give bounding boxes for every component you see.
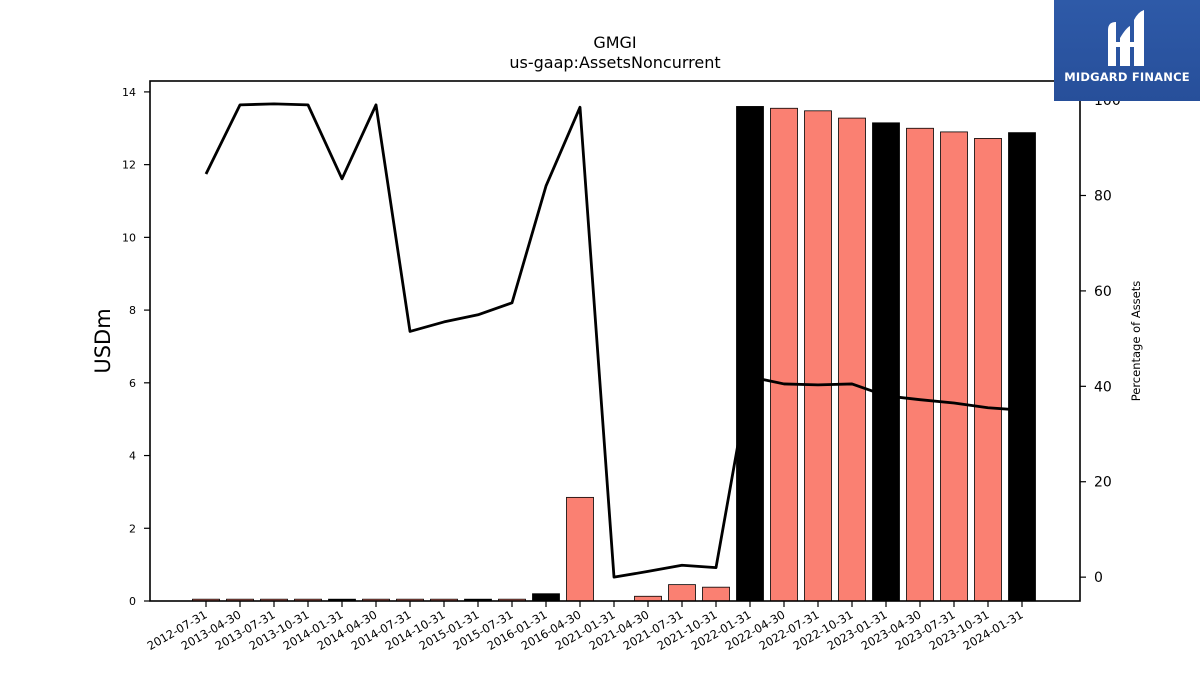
y-tick-label: 4 bbox=[129, 450, 136, 463]
logo-mark-icon bbox=[1108, 10, 1144, 66]
y2-tick-label: 20 bbox=[1094, 475, 1112, 491]
y2-axis-label: Percentage of Assets bbox=[1129, 281, 1143, 402]
percentage-line bbox=[204, 102, 1023, 579]
bar bbox=[668, 584, 696, 602]
bar bbox=[940, 131, 968, 602]
bar bbox=[1008, 132, 1036, 602]
bar bbox=[566, 496, 594, 602]
y2-tick-label: 60 bbox=[1094, 284, 1112, 300]
bar bbox=[702, 586, 730, 602]
chart-title: GMGI bbox=[593, 33, 636, 52]
bar bbox=[804, 110, 832, 602]
y2-tick-label: 0 bbox=[1094, 570, 1103, 586]
bar bbox=[974, 138, 1002, 602]
y-tick-label: 14 bbox=[122, 86, 136, 99]
y-tick-label: 0 bbox=[129, 595, 136, 608]
y-tick-label: 10 bbox=[122, 231, 136, 244]
y-tick-label: 6 bbox=[129, 377, 136, 390]
logo-text: MIDGARD FINANCE bbox=[1064, 70, 1190, 84]
bar bbox=[872, 122, 900, 602]
y-tick-label: 2 bbox=[129, 522, 136, 535]
y2-tick-label: 40 bbox=[1094, 379, 1112, 395]
chart-subtitle: us-gaap:AssetsNoncurrent bbox=[509, 53, 720, 72]
y2-tick-label: 80 bbox=[1094, 188, 1112, 204]
bar bbox=[736, 106, 764, 602]
brand-logo: MIDGARD FINANCE bbox=[1054, 0, 1200, 101]
y-tick-label: 8 bbox=[129, 304, 136, 317]
bar bbox=[838, 117, 866, 602]
bar bbox=[770, 107, 798, 602]
bar bbox=[906, 127, 934, 602]
y-axis-label: USDm bbox=[91, 308, 115, 373]
y-tick-label: 12 bbox=[122, 159, 136, 172]
plot-frame bbox=[149, 80, 1081, 602]
bar bbox=[532, 593, 560, 602]
